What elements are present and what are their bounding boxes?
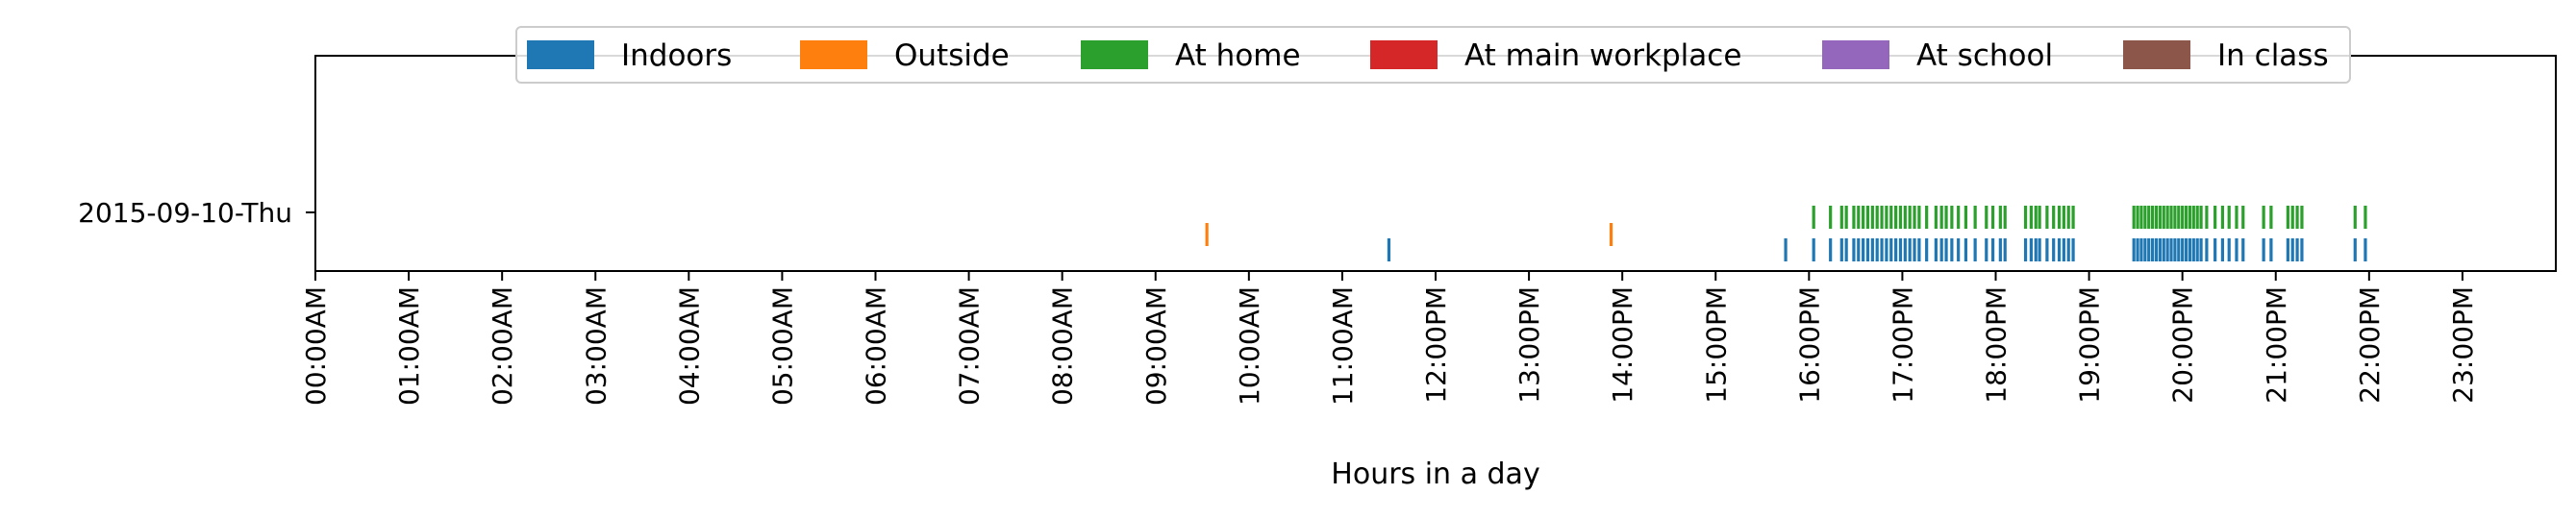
x-tick-label: 14:00PM bbox=[1607, 286, 1638, 404]
y-tick-label: 2015-09-10-Thu bbox=[78, 197, 292, 229]
legend-swatch-at-home bbox=[1081, 40, 1148, 69]
x-tick-label: 23:00PM bbox=[2447, 286, 2479, 404]
plot-frame bbox=[314, 55, 2557, 272]
event-marks bbox=[1205, 206, 2367, 261]
x-tick-label: 00:00AM bbox=[300, 286, 332, 406]
x-tick-label: 06:00AM bbox=[861, 286, 892, 406]
legend-label-indoors: Indoors bbox=[621, 38, 732, 73]
legend: Indoors Outside At home At main workplace At… bbox=[515, 26, 2351, 84]
x-tick-label: 22:00PM bbox=[2354, 286, 2386, 404]
legend-swatch-at-main-workplace bbox=[1370, 40, 1438, 69]
legend-swatch-indoors bbox=[527, 40, 594, 69]
x-tick-label: 17:00PM bbox=[1887, 286, 1918, 404]
x-tick-label: 18:00PM bbox=[1981, 286, 2013, 404]
legend-label-in-class: In class bbox=[2217, 38, 2329, 73]
x-tick-label: 19:00PM bbox=[2074, 286, 2106, 404]
x-tick-label: 07:00AM bbox=[954, 286, 986, 406]
x-tick-label: 08:00AM bbox=[1047, 286, 1079, 406]
legend-swatch-outside bbox=[800, 40, 867, 69]
x-tick-label: 05:00AM bbox=[766, 286, 798, 406]
x-tick-label: 10:00AM bbox=[1234, 286, 1265, 406]
legend-label-at-home: At home bbox=[1175, 38, 1301, 73]
legend-swatch-in-class bbox=[2123, 40, 2190, 69]
x-tick-label: 11:00AM bbox=[1327, 286, 1359, 406]
legend-label-outside: Outside bbox=[894, 38, 1010, 73]
y-axis: 2015-09-10-Thu bbox=[78, 197, 315, 229]
x-tick-label: 20:00PM bbox=[2167, 286, 2199, 404]
x-tick-label: 16:00PM bbox=[1793, 286, 1825, 404]
x-axis-title: Hours in a day bbox=[1331, 457, 1539, 491]
x-tick-label: 12:00PM bbox=[1420, 286, 1452, 404]
x-tick-label: 13:00PM bbox=[1513, 286, 1545, 404]
x-tick-label: 01:00AM bbox=[393, 286, 425, 406]
x-tick-label: 09:00AM bbox=[1140, 286, 1172, 406]
x-axis: 00:00AM 01:00AM 02:00AM 03:00AM 04:00AM 05:00… bbox=[300, 271, 2479, 406]
x-tick-label: 03:00AM bbox=[580, 286, 612, 406]
legend-swatch-at-school bbox=[1822, 40, 1889, 69]
x-tick-label: 02:00AM bbox=[487, 286, 518, 406]
legend-label-at-school: At school bbox=[1916, 38, 2053, 73]
x-tick-label: 21:00PM bbox=[2261, 286, 2292, 404]
x-tick-label: 04:00AM bbox=[673, 286, 705, 406]
x-tick-label: 15:00PM bbox=[1700, 286, 1732, 404]
legend-label-at-main-workplace: At main workplace bbox=[1464, 38, 1741, 73]
